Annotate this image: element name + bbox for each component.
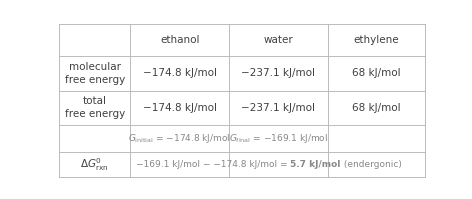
- Text: $\Delta G^{\rm 0}_{\rm rxn}$: $\Delta G^{\rm 0}_{\rm rxn}$: [81, 156, 109, 173]
- Text: 68 kJ/mol: 68 kJ/mol: [352, 68, 401, 78]
- Text: water: water: [263, 35, 294, 45]
- Text: ethanol: ethanol: [160, 35, 200, 45]
- Text: −169.1 kJ/mol − −174.8 kJ/mol =: −169.1 kJ/mol − −174.8 kJ/mol =: [136, 160, 290, 169]
- Text: 5.7 kJ/mol: 5.7 kJ/mol: [290, 160, 341, 169]
- Text: 68 kJ/mol: 68 kJ/mol: [352, 103, 401, 113]
- Text: −237.1 kJ/mol: −237.1 kJ/mol: [242, 103, 315, 113]
- Text: $G_{\rm final}$ = −169.1 kJ/mol: $G_{\rm final}$ = −169.1 kJ/mol: [229, 132, 328, 145]
- Text: $G_{\rm initial}$ = −174.8 kJ/mol: $G_{\rm initial}$ = −174.8 kJ/mol: [128, 132, 231, 145]
- Text: ethylene: ethylene: [354, 35, 399, 45]
- Text: −237.1 kJ/mol: −237.1 kJ/mol: [242, 68, 315, 78]
- Text: −174.8 kJ/mol: −174.8 kJ/mol: [143, 103, 217, 113]
- Text: −174.8 kJ/mol: −174.8 kJ/mol: [143, 68, 217, 78]
- Text: molecular
free energy: molecular free energy: [65, 62, 125, 85]
- Text: total
free energy: total free energy: [65, 96, 125, 119]
- Text: (endergonic): (endergonic): [341, 160, 402, 169]
